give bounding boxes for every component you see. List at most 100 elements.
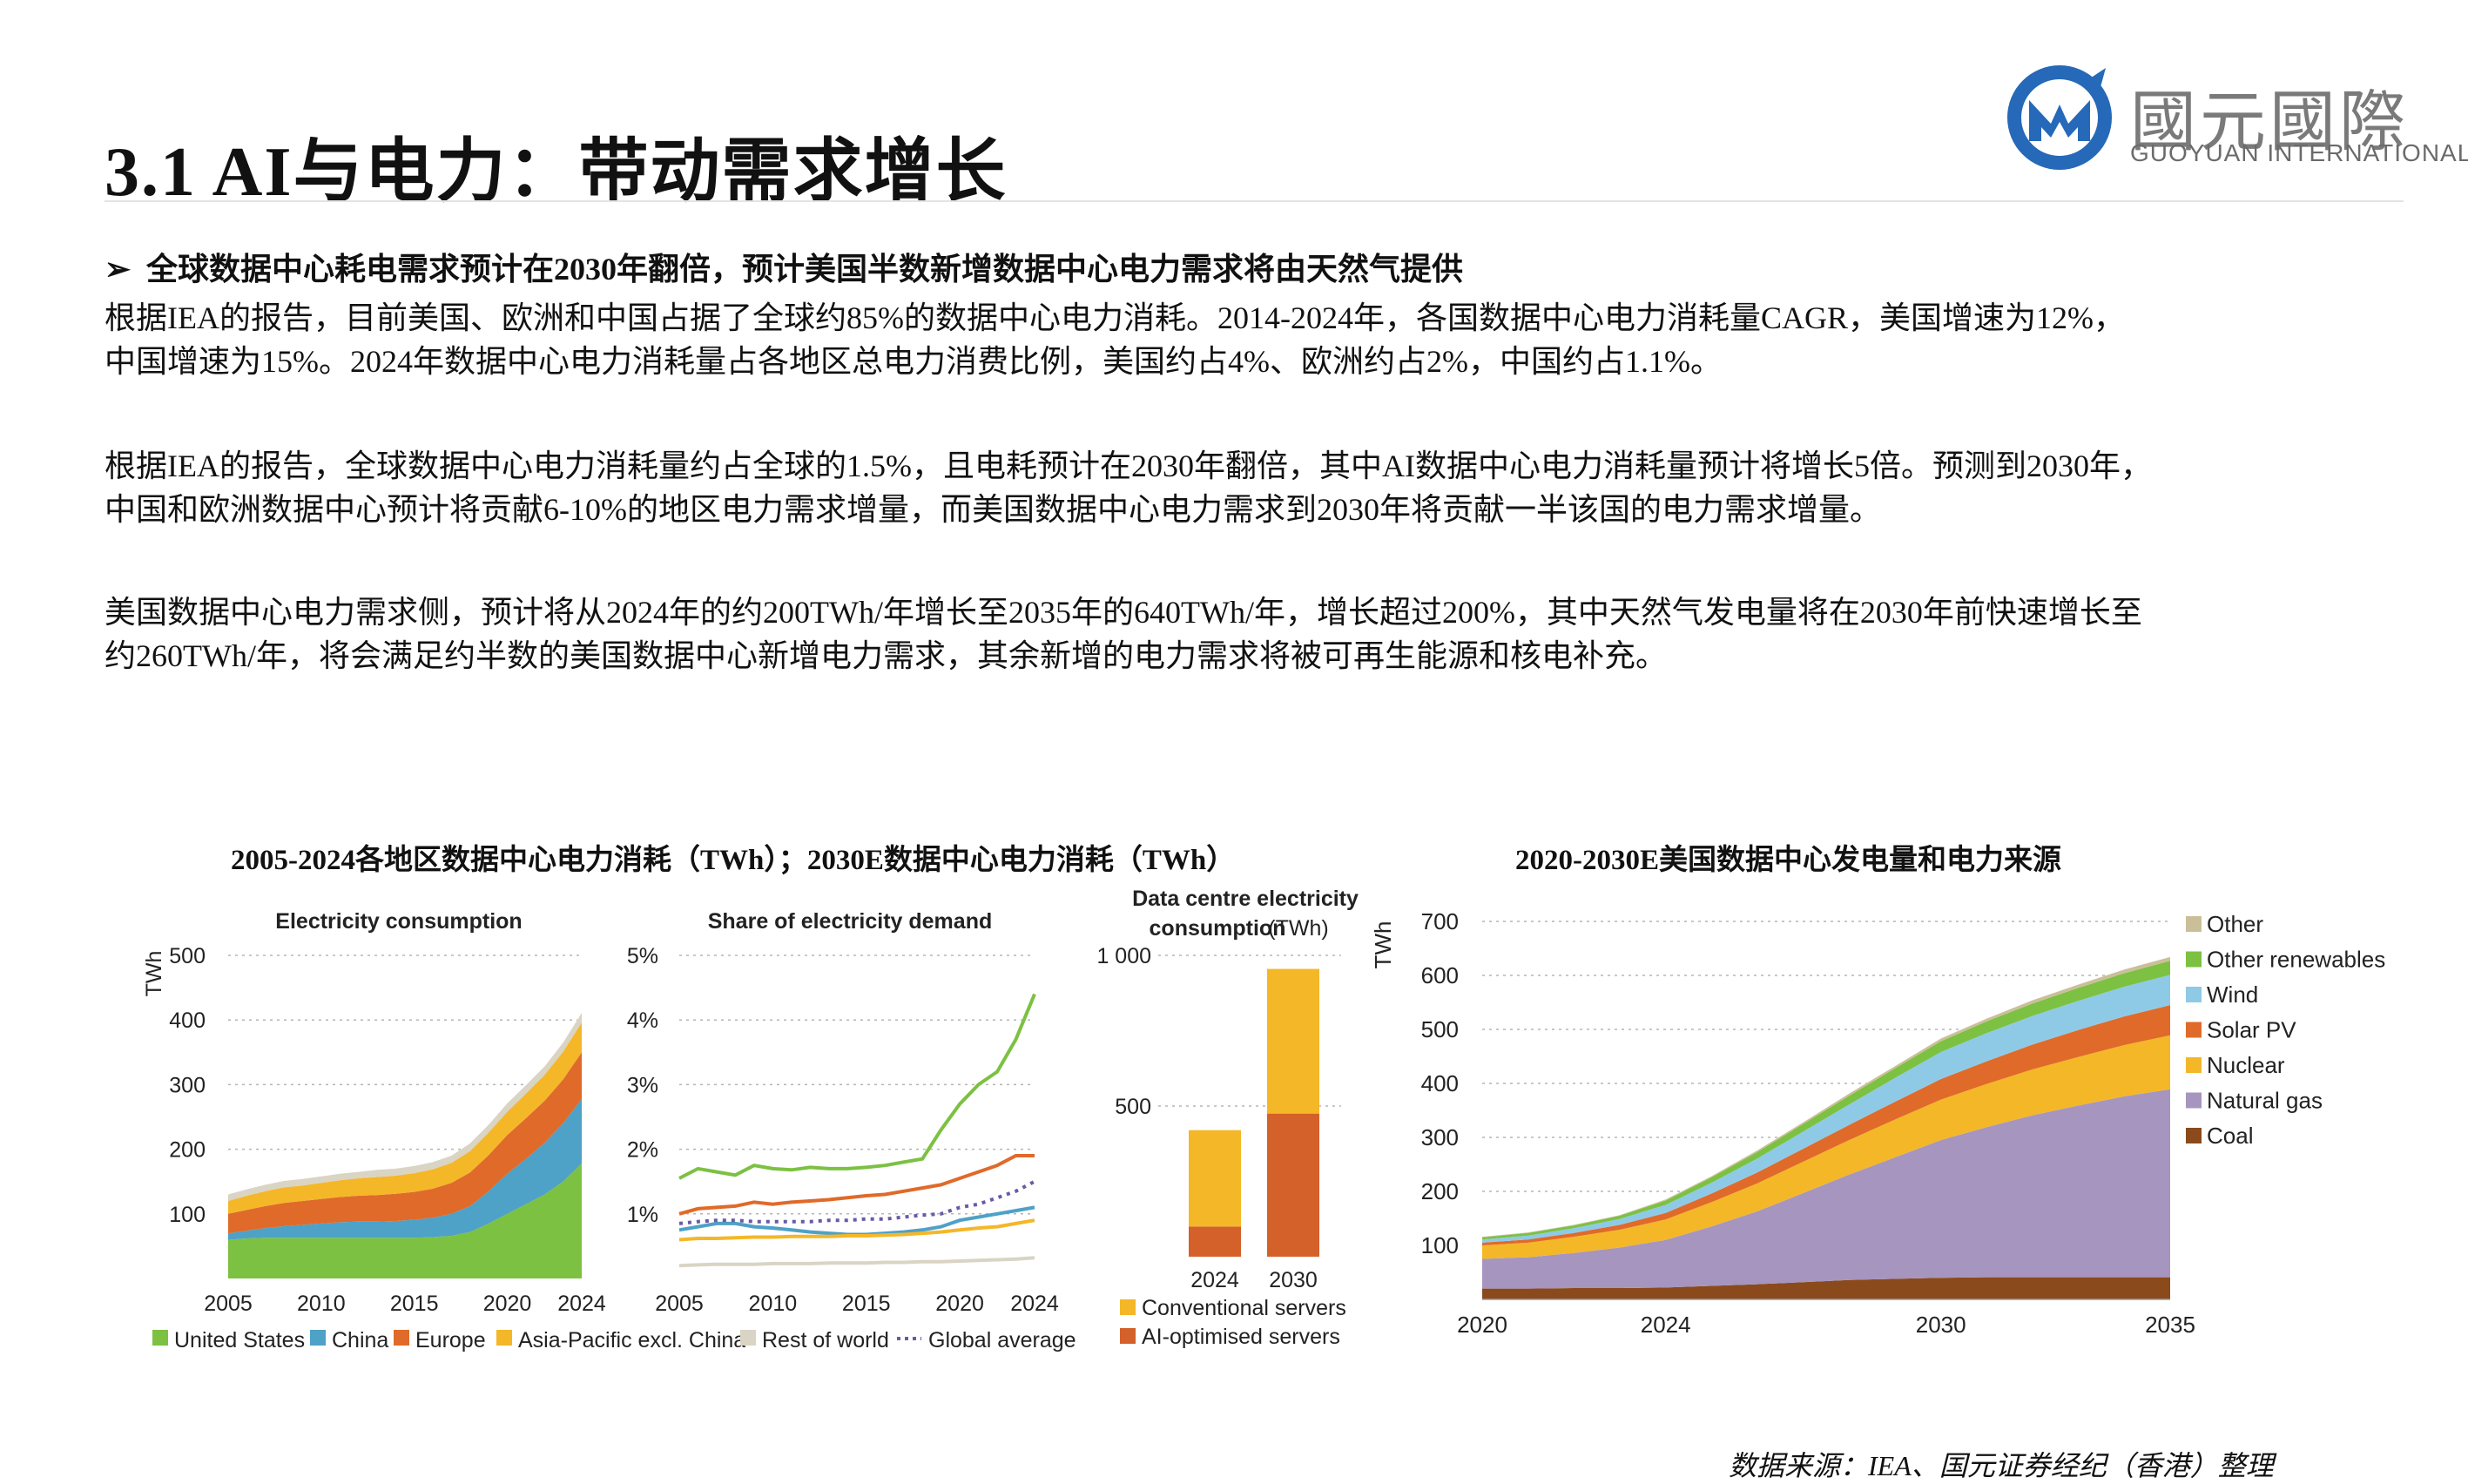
us-area-solar-pv (1482, 1005, 2170, 1245)
share-line-rest-of-world (678, 1256, 1035, 1268)
dc-legend-swatch-conventional-servers (1120, 1299, 1136, 1315)
consumption-ytick-label: 300 (169, 1073, 206, 1097)
legend-swatch-asia-pacific-excl-china (496, 1330, 512, 1346)
us-legend-swatch-nuclear (2186, 1057, 2202, 1073)
us-area-nuclear (1482, 1035, 2170, 1259)
dc-xtick-label: 2030 (1269, 1268, 1318, 1292)
us-legend-swatch-wind (2186, 987, 2202, 1002)
us-xtick-label: 2035 (2145, 1312, 2195, 1338)
paragraph-1: 根据IEA的报告，目前美国、欧洲和中国占据了全球约85%的数据中心电力消耗。20… (105, 300, 2125, 379)
dc-legend-label-ai-optimised-servers: AI-optimised servers (1142, 1325, 1340, 1349)
us-ytick-label: 700 (1421, 908, 1459, 934)
consumption-area-europe (228, 1052, 582, 1234)
consumption-xtick-label: 2020 (483, 1292, 532, 1316)
dc-chart-title-line2: consumption (1150, 916, 1286, 941)
us-xtick-label: 2030 (1916, 1312, 1966, 1338)
bullet-arrow-icon: ➢ (105, 252, 131, 287)
legend-label-rest-of-world: Rest of world (762, 1328, 889, 1352)
us-legend-label-wind: Wind (2207, 981, 2258, 1008)
us-area-coal (1482, 1277, 2170, 1299)
logo-chinese-name: 國元國際 (2130, 83, 2409, 160)
consumption-area-united-states (228, 1163, 582, 1278)
share-xtick-label: 2010 (749, 1292, 798, 1316)
share-line-asia-pacific-excl-china (678, 1218, 1035, 1242)
consumption-xtick-label: 2024 (557, 1292, 606, 1316)
us-legend-swatch-other-renewables (2186, 951, 2202, 968)
us-legend-swatch-solar-pv (2186, 1022, 2202, 1038)
dc-bar-ai-optimised-servers-2024 (1189, 1226, 1241, 1257)
us-legend-label-other-renewables: Other renewables (2207, 947, 2385, 973)
us-ytick-label: 500 (1421, 1016, 1459, 1042)
consumption-ytick-label: 200 (169, 1138, 206, 1163)
consumption-ytick-label: 100 (169, 1203, 206, 1227)
share-ytick-label: 5% (627, 944, 658, 968)
dc-bar-conventional-servers-2030 (1267, 968, 1319, 1114)
consumption-xtick-label: 2015 (390, 1292, 439, 1316)
dc-bar-conventional-servers-2024 (1189, 1130, 1241, 1227)
us-xtick-label: 2020 (1457, 1312, 1507, 1338)
legend-swatch-rest-of-world (740, 1330, 756, 1346)
consumption-ytick-label: 500 (169, 944, 206, 968)
consumption-area-china (228, 1098, 582, 1240)
chart-title-right: 2020-2030E美国数据中心发电量和电力来源 (1515, 845, 2061, 876)
dc-bar-ai-optimised-servers-2030 (1267, 1113, 1319, 1257)
legend-swatch-europe (394, 1330, 409, 1346)
consumption-ylabel: TWh (142, 951, 166, 997)
consumption-xtick-label: 2005 (204, 1292, 253, 1316)
guoyuan-logo-icon (2007, 65, 2112, 170)
paragraph-2: 根据IEA的报告，全球数据中心电力消耗量约占全球的1.5%，且电耗预计在2030… (105, 449, 2152, 527)
share-xtick-label: 2005 (655, 1292, 704, 1316)
consumption-area-rest-of-world (228, 1013, 582, 1201)
dc-ytick-label: 1 000 (1096, 944, 1151, 968)
paragraph-3: 美国数据中心电力需求侧，预计将从2024年的约200TWh/年增长至2035年的… (105, 595, 2142, 673)
us-legend-label-solar-pv: Solar PV (2207, 1017, 2296, 1043)
dc-ytick-label: 500 (1115, 1095, 1151, 1119)
share-ytick-label: 3% (627, 1073, 658, 1097)
data-source-note: 数据来源：IEA、国元证券经纪（香港）整理 (1729, 1450, 2274, 1481)
share-line-europe (678, 1154, 1035, 1216)
legend-swatch-united-states (152, 1330, 168, 1346)
dc-chart-title-unit: (TWh) (1268, 916, 1328, 941)
dc-legend-label-conventional-servers: Conventional servers (1142, 1296, 1346, 1320)
consumption-area-asia-pacific-excl-china (228, 1022, 582, 1214)
us-ylabel: TWh (1370, 921, 1396, 969)
legend-label-global-average: Global average (928, 1328, 1076, 1352)
bullet-heading-text: 全球数据中心耗电需求预计在2030年翻倍，预计美国半数新增数据中心电力需求将由天… (146, 252, 1464, 287)
share-ytick-label: 1% (627, 1203, 658, 1227)
us-area-natural-gas (1482, 1089, 2170, 1289)
share-line-united-states (678, 993, 1036, 1180)
page-title: 3.1 AI与电力：带动需求增长 (105, 134, 1008, 211)
us-ytick-label: 400 (1421, 1070, 1459, 1096)
consumption-chart-title: Electricity consumption (275, 909, 522, 934)
dc-legend-swatch-ai-optimised-servers (1120, 1328, 1136, 1344)
us-ytick-label: 100 (1421, 1232, 1459, 1258)
consumption-ytick-label: 400 (169, 1008, 206, 1033)
us-legend-label-other: Other (2207, 911, 2263, 937)
legend-label-united-states: United States (174, 1328, 305, 1352)
us-xtick-label: 2024 (1641, 1312, 1691, 1338)
legend-label-asia-pacific-excl-china: Asia-Pacific excl. China (518, 1328, 745, 1352)
us-area-other-renewables (1482, 961, 2170, 1240)
dc-xtick-label: 2024 (1190, 1268, 1239, 1292)
consumption-xtick-label: 2010 (297, 1292, 346, 1316)
chart-title-left: 2005-2024各地区数据中心电力消耗（TWh）；2030E数据中心电力消耗（… (231, 845, 1236, 876)
share-ytick-label: 4% (627, 1008, 658, 1033)
us-area-wind (1482, 975, 2170, 1243)
us-legend-label-coal: Coal (2207, 1123, 2253, 1149)
header-divider (105, 200, 2404, 202)
us-ytick-label: 200 (1421, 1178, 1459, 1204)
us-legend-swatch-coal (2186, 1128, 2202, 1143)
us-legend-swatch-other (2186, 916, 2202, 932)
logo-english-name: GUOYUAN INTERNATIONAL (2130, 139, 2468, 166)
legend-label-europe: Europe (415, 1328, 486, 1352)
us-legend-label-nuclear: Nuclear (2207, 1052, 2285, 1078)
legend-swatch-china (310, 1330, 326, 1346)
share-line-global-average (678, 1179, 1035, 1225)
us-ytick-label: 300 (1421, 1124, 1459, 1150)
share-xtick-label: 2020 (935, 1292, 984, 1316)
us-legend-label-natural-gas: Natural gas (2207, 1088, 2323, 1114)
dc-chart-title-line1: Data centre electricity (1132, 887, 1359, 911)
us-legend-swatch-natural-gas (2186, 1092, 2202, 1109)
share-xtick-label: 2024 (1010, 1292, 1059, 1316)
